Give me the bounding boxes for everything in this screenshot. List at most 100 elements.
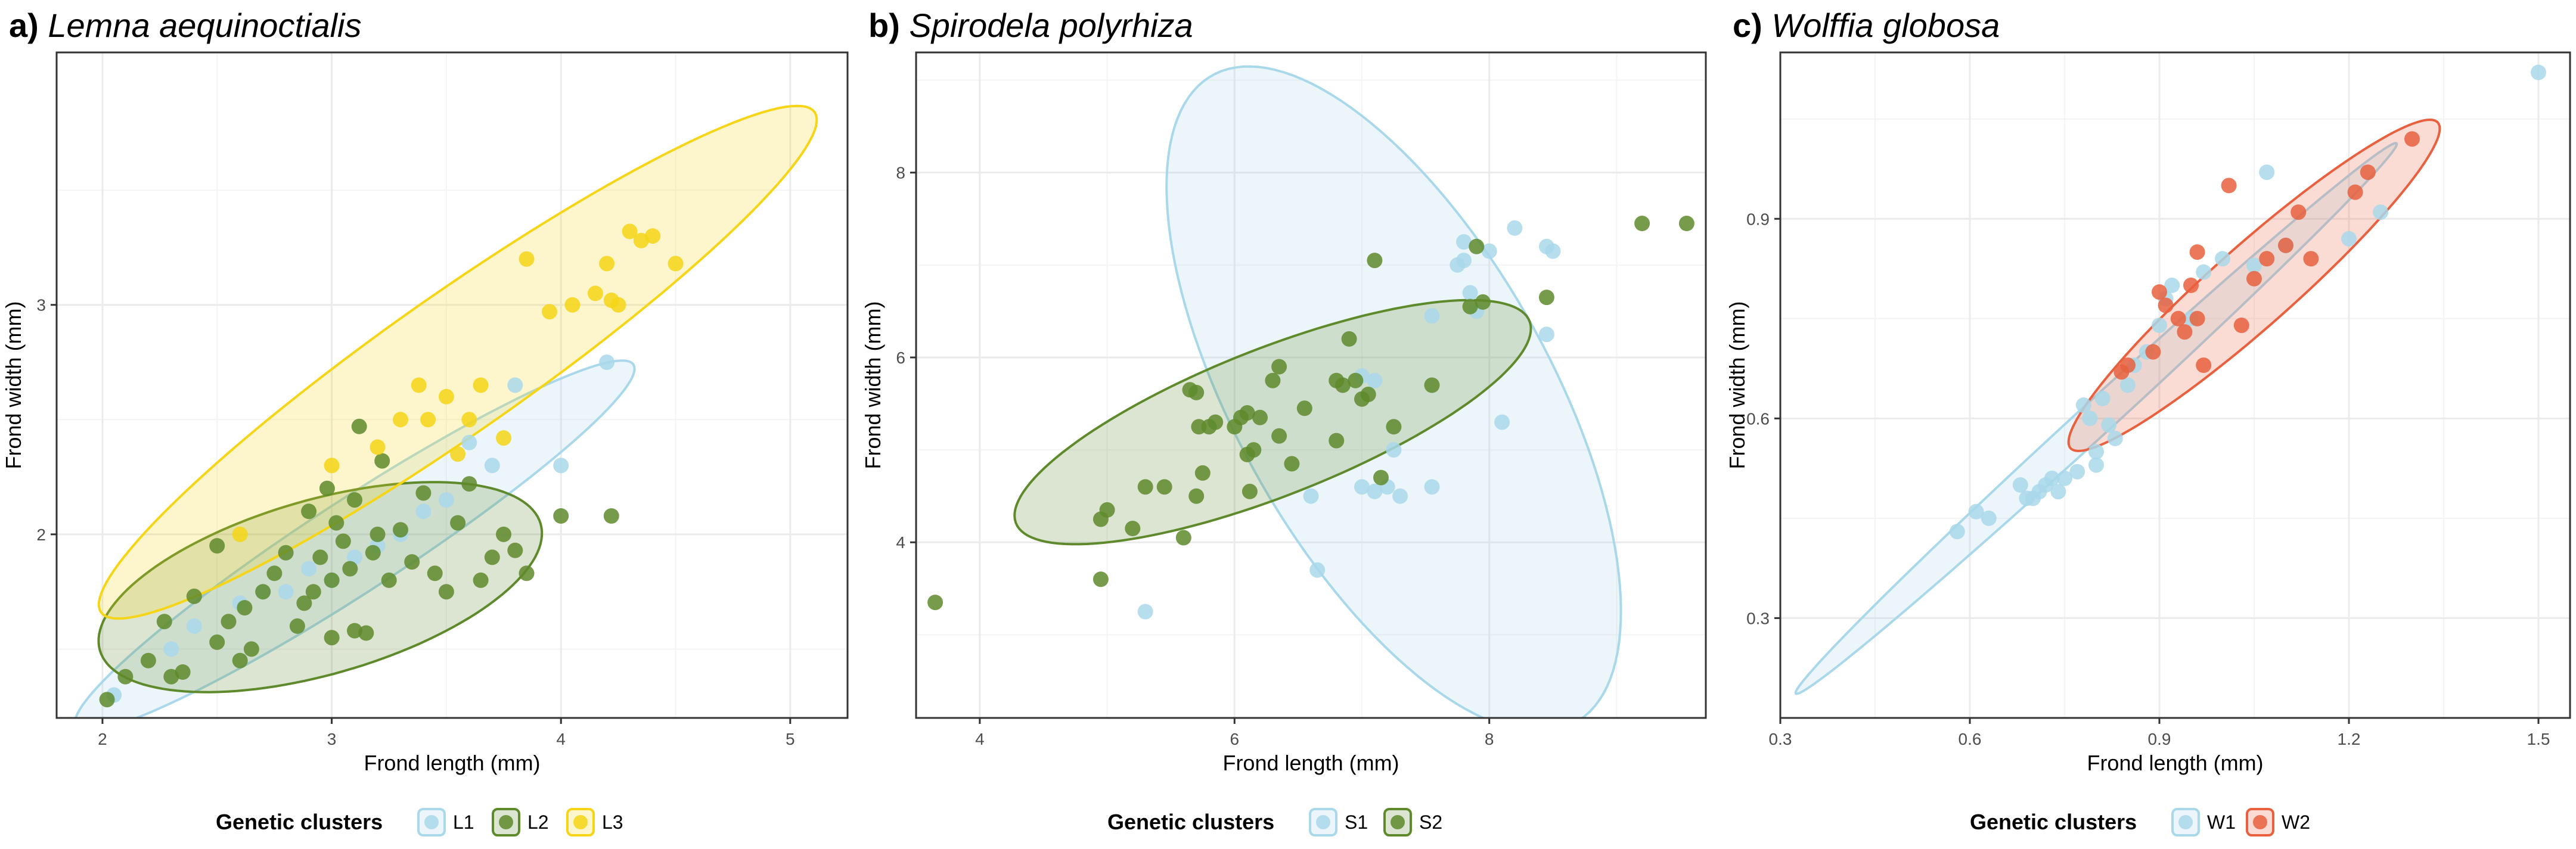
point-s2: [1252, 409, 1268, 425]
legend: Genetic clusters L1 L2 L3: [216, 808, 623, 836]
point-l1: [507, 377, 523, 393]
point-w1: [2101, 417, 2117, 433]
point-l2: [312, 549, 328, 565]
point-l3: [393, 412, 408, 428]
point-w1: [2012, 477, 2028, 493]
point-l2: [603, 508, 619, 524]
point-w1: [2531, 64, 2546, 80]
point-l2: [365, 545, 381, 561]
point-s1: [1424, 479, 1440, 495]
gridlines: [916, 52, 1706, 718]
point-l3: [645, 228, 661, 244]
point-w2: [2303, 251, 2319, 267]
panel-c: 0.3 0.6 0.9 1.2 1.5 0.3 0.6 0.9 Frond length (mm…: [1725, 7, 2571, 836]
legend-label-l1: L1: [453, 811, 474, 833]
legend-key-point-l1: [424, 815, 439, 829]
point-l3: [411, 377, 427, 393]
x-tick-label: 0.3: [1769, 730, 1792, 748]
point-s2: [1265, 372, 1281, 388]
legend-label-s2: S2: [1419, 811, 1442, 833]
x-tick-label: 2: [98, 730, 107, 748]
point-l2: [358, 625, 374, 641]
legend-label-l2: L2: [527, 811, 549, 833]
point-l2: [305, 584, 321, 600]
panel-title: a) Lemna aequinoctialis: [9, 7, 361, 44]
panel-border: [915, 51, 1707, 719]
point-l2: [335, 533, 351, 549]
point-s1: [1303, 488, 1319, 504]
point-l2: [496, 526, 511, 542]
point-l2: [289, 618, 305, 634]
point-w1: [2107, 430, 2123, 446]
point-l2: [140, 652, 156, 668]
y-tick-label: 0.6: [1746, 409, 1770, 428]
point-l2: [243, 641, 259, 657]
point-l2: [99, 692, 115, 708]
legend-key-point-s1: [1316, 815, 1330, 829]
point-l1: [484, 458, 500, 474]
point-w2: [2196, 357, 2212, 373]
point-l2: [296, 595, 312, 611]
point-l2: [347, 623, 362, 639]
point-s2: [1469, 238, 1485, 254]
x-tick-label: 1.2: [2338, 730, 2361, 748]
point-s2: [1188, 488, 1205, 504]
y-tick-label: 8: [896, 164, 905, 182]
point-l2: [156, 614, 172, 630]
point-l2: [374, 453, 390, 469]
y-tick-label: 6: [896, 349, 905, 367]
point-w2: [2259, 251, 2275, 267]
point-l2: [266, 565, 283, 581]
point-w1: [2164, 277, 2180, 293]
panel-border: [55, 51, 849, 719]
x-tick-label: 4: [975, 730, 985, 748]
legend: Genetic clusters S1 S2: [1107, 808, 1442, 836]
legend-title: Genetic clusters: [1970, 810, 2137, 834]
point-w2: [2221, 178, 2237, 194]
y-tick-label: 2: [36, 525, 46, 544]
point-s1: [1462, 285, 1478, 301]
point-l2: [278, 545, 294, 561]
point-s2: [1538, 290, 1554, 306]
panel-tag: c): [1733, 7, 1762, 44]
point-w2: [2170, 310, 2186, 326]
legend-key-point-w2: [2253, 815, 2267, 829]
point-l2: [404, 554, 420, 570]
data-points: [1949, 64, 2546, 540]
point-l3: [420, 412, 436, 428]
y-tick-label: 0.3: [1746, 609, 1770, 627]
point-s2: [1367, 253, 1383, 269]
point-l2: [438, 584, 454, 600]
point-s2: [1208, 414, 1224, 430]
point-w2: [2347, 184, 2363, 200]
legend-label-w2: W2: [2282, 811, 2310, 833]
point-s1: [1392, 488, 1408, 504]
x-tick-label: 8: [1485, 730, 1494, 748]
x-axis-title: Frond length (mm): [1222, 751, 1399, 775]
point-s2: [1284, 456, 1300, 472]
point-s1: [1494, 414, 1510, 430]
point-s2: [1634, 216, 1650, 231]
point-l1: [599, 354, 615, 370]
point-l2: [553, 508, 569, 524]
point-l3: [542, 304, 557, 320]
point-s1: [1386, 442, 1402, 458]
point-s2: [1348, 372, 1364, 388]
point-w1: [2094, 390, 2111, 406]
point-l2: [347, 492, 362, 508]
point-l2: [484, 549, 500, 565]
y-tick-label: 0.9: [1746, 210, 1770, 228]
point-l2: [324, 630, 340, 646]
point-s1: [1507, 220, 1523, 236]
point-w2: [2189, 244, 2205, 260]
point-s2: [1194, 465, 1211, 481]
point-s1: [1456, 234, 1472, 250]
point-l1: [461, 434, 477, 450]
point-w1: [2057, 470, 2072, 486]
point-s1: [1538, 326, 1554, 343]
point-w2: [2404, 131, 2420, 147]
point-s2: [927, 595, 944, 611]
plot-background: [916, 52, 1706, 718]
point-s1: [1424, 308, 1440, 324]
point-l2: [427, 565, 443, 581]
